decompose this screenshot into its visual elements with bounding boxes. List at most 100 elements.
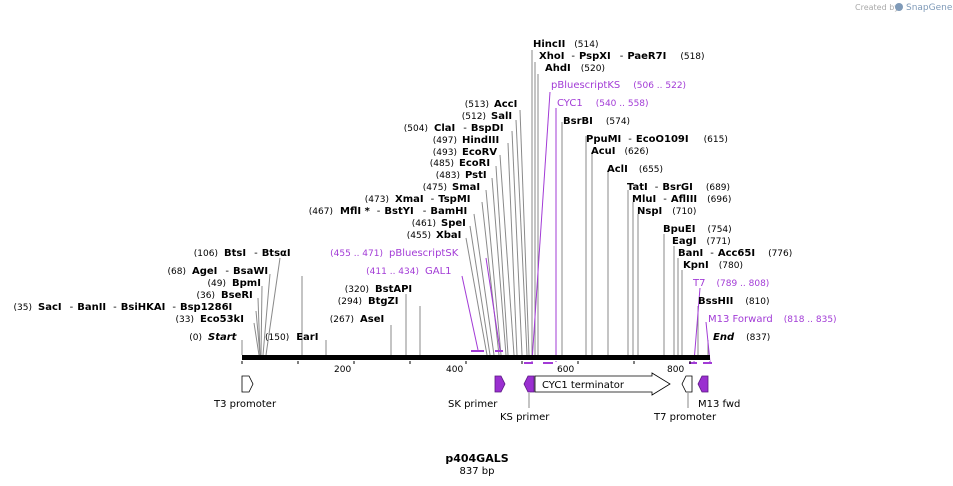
svg-text:AclI(655): AclI (655) [607, 164, 663, 175]
svg-text:AhdI(520): AhdI (520) [545, 63, 605, 74]
site-end[interactable]: End [713, 332, 735, 343]
site-bseRI[interactable]: BseRI [221, 290, 253, 301]
site-start[interactable]: Start [208, 332, 238, 343]
feature-label-m13-fwd: M13 fwd [698, 399, 740, 410]
svg-text:(455 .. 471): (455 .. 471) [330, 249, 383, 259]
svg-text:(485): (485) [430, 159, 454, 169]
svg-text:pBluescriptKS(506 .. 522): pBluescriptKS (506 .. 522) [551, 80, 686, 91]
site-ageI[interactable]: AgeI [192, 266, 217, 277]
svg-text:(467): (467) [309, 207, 333, 217]
site-bpuEI[interactable]: BpuEI [663, 224, 695, 235]
primer-m13-forward[interactable]: M13 Forward [708, 314, 773, 325]
svg-text:MluI-AflIII(696): MluI - AflIII (696) [632, 194, 731, 205]
m13-fwd-arrow[interactable] [697, 375, 709, 393]
site-sacI[interactable]: SacI [38, 302, 62, 313]
svg-text:(475): (475) [423, 183, 447, 193]
site-btgZI[interactable]: BtgZI [368, 296, 399, 307]
primer-gal1[interactable]: GAL1 [425, 266, 452, 277]
site-bpmI[interactable]: BpmI [232, 278, 261, 289]
svg-text:(411 .. 434): (411 .. 434) [366, 267, 419, 277]
site-banI[interactable]: BanI [678, 248, 703, 259]
svg-text:(493): (493) [433, 148, 457, 158]
site-bssHII[interactable]: BssHII [698, 296, 733, 307]
site-pstI[interactable]: PstI [465, 170, 487, 181]
site-earI[interactable]: EarI [296, 332, 318, 343]
site-eco53kI[interactable]: Eco53kI [200, 314, 244, 325]
primer-t7[interactable]: T7 [692, 278, 705, 289]
credit-brand: SnapGene [906, 3, 953, 13]
svg-text:(512): (512) [462, 112, 486, 122]
cluster-middle: (320) BstAPI (294) BtgZI (267) AseI [330, 284, 412, 325]
site-mflI[interactable]: MflI * [340, 206, 371, 217]
site-hindIII[interactable]: HindIII [462, 135, 499, 146]
svg-text:BsrBI(574): BsrBI (574) [563, 116, 630, 127]
svg-text:AgeI-BsaWI: AgeI - BsaWI [192, 266, 268, 277]
site-mluI[interactable]: MluI [632, 194, 656, 205]
site-xbaI[interactable]: XbaI [436, 230, 461, 241]
snapgene-logo-icon [895, 3, 903, 11]
svg-text:(68): (68) [168, 267, 186, 277]
site-bstAPI[interactable]: BstAPI [375, 284, 412, 295]
t7-promoter-arrow[interactable] [681, 375, 693, 393]
plasmid-name: p404GALS [445, 452, 508, 465]
site-ecoRI[interactable]: EcoRI [459, 158, 490, 169]
site-acuI[interactable]: AcuI [591, 146, 616, 157]
tick-label: 200 [334, 365, 351, 375]
svg-text:(106): (106) [194, 249, 218, 259]
sk-primer-arrow[interactable] [494, 375, 506, 393]
site-accI[interactable]: AccI [494, 99, 517, 110]
tick-label: 600 [557, 365, 574, 375]
svg-text:(455): (455) [407, 231, 431, 241]
site-claI[interactable]: ClaI [434, 123, 455, 134]
svg-text:PpuMI-EcoO109I(615): PpuMI - EcoO109I (615) [586, 134, 728, 145]
site-kpnI[interactable]: KpnI [683, 260, 709, 271]
cluster-right: BsrBI (574) PpuMI - EcoO109I (615) AcuI (626)… [563, 116, 792, 343]
site-bsrBI[interactable]: BsrBI [563, 116, 593, 127]
site-eagI[interactable]: EagI [672, 236, 696, 247]
site-xmaI[interactable]: XmaI [395, 194, 424, 205]
svg-text:BtsI-BtsαI: BtsI - BtsαI [224, 248, 291, 259]
svg-text:End(837): End (837) [713, 332, 770, 343]
site-hincII[interactable]: HincII [533, 39, 565, 50]
site-tatI[interactable]: TatI [627, 182, 648, 193]
site-aclI[interactable]: AclI [607, 164, 628, 175]
feature-label-t3-promoter: T3 promoter [213, 399, 277, 410]
site-xhoI[interactable]: XhoI [539, 51, 564, 62]
primer-pbluescriptsk[interactable]: pBluescriptSK [389, 248, 459, 259]
svg-text:XmaI-TspMI: XmaI - TspMI [395, 194, 471, 205]
svg-text:T7(789 .. 808): T7 (789 .. 808) [692, 278, 769, 289]
site-ppuMI[interactable]: PpuMI [586, 134, 621, 145]
cluster-left: (106) BtsI - BtsαI (68) AgeI - BsaWI (49) Bp… [14, 248, 319, 343]
cyc1-terminator-arrow[interactable] [534, 372, 671, 396]
site-ecoRV[interactable]: EcoRV [462, 147, 497, 158]
site-aseI[interactable]: AseI [360, 314, 384, 325]
svg-text:M13 Forward(818 .. 835): M13 Forward (818 .. 835) [708, 314, 837, 325]
t3-promoter-arrow[interactable] [241, 375, 254, 393]
svg-text:TatI-BsrGI(689): TatI - BsrGI (689) [627, 182, 730, 193]
svg-text:(267): (267) [330, 315, 354, 325]
ks-primer-arrow[interactable] [523, 375, 535, 393]
svg-text:NspI(710): NspI (710) [637, 206, 696, 217]
site-ahdI[interactable]: AhdI [545, 63, 571, 74]
svg-text:(35): (35) [14, 303, 32, 313]
tick-marks [241, 361, 691, 364]
svg-text:MflI *-BstYI-BamHI: MflI * - BstYI - BamHI [340, 206, 467, 217]
site-nspI[interactable]: NspI [637, 206, 662, 217]
svg-text:BpuEI(754): BpuEI (754) [663, 224, 732, 235]
svg-text:HincII(514): HincII (514) [533, 39, 599, 50]
svg-text:(320): (320) [345, 285, 369, 295]
site-smaI[interactable]: SmaI [452, 182, 480, 193]
primer-bars [471, 350, 712, 364]
primer-cyc1[interactable]: CYC1 [557, 98, 583, 109]
primer-pbluescriptks[interactable]: pBluescriptKS [551, 80, 620, 91]
feature-label-t7-promoter: T7 promoter [653, 412, 717, 423]
svg-text:XhoI-PspXI-PaeR7I(518): XhoI - PspXI - PaeR7I (518) [539, 51, 705, 62]
svg-text:(294): (294) [338, 297, 362, 307]
site-speI[interactable]: SpeI [441, 218, 466, 229]
site-salI[interactable]: SalI [491, 111, 512, 122]
site-btsI[interactable]: BtsI [224, 248, 246, 259]
plasmid-length: 837 bp [460, 466, 495, 477]
svg-text:AcuI(626): AcuI (626) [591, 146, 649, 157]
credit-label: Created by [855, 3, 899, 12]
